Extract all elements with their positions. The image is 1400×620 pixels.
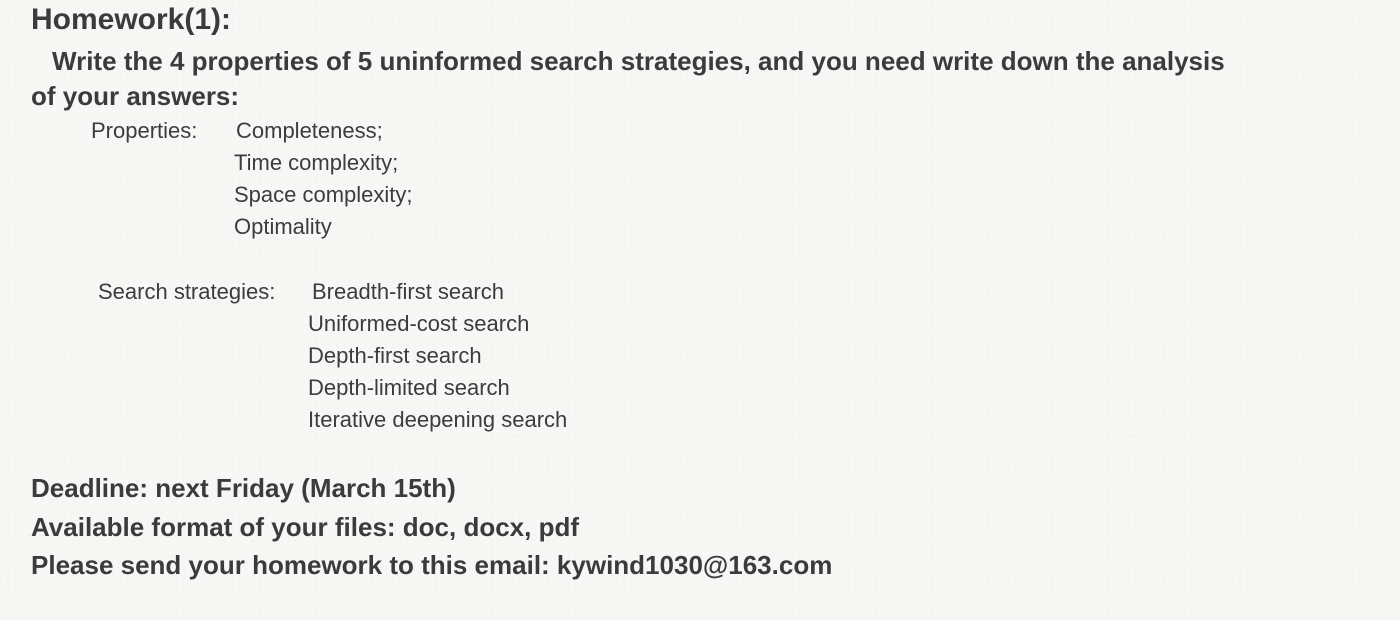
strategy-item-breadth-first: Breadth-first search xyxy=(312,279,504,304)
properties-label: Properties: xyxy=(91,118,198,143)
search-strategies-label: Search strategies: xyxy=(98,279,276,304)
strategy-item-depth-limited: Depth-limited search xyxy=(308,375,510,400)
prompt-line-2: of your answers: xyxy=(31,81,240,111)
prompt-line-1: Write the 4 properties of 5 uninformed s… xyxy=(52,46,1225,76)
property-item-completeness: Completeness; xyxy=(236,118,383,143)
file-format-text: Available format of your files: doc, doc… xyxy=(31,512,580,542)
property-item-optimality: Optimality xyxy=(234,214,332,239)
strategy-item-uniformed-cost: Uniformed-cost search xyxy=(308,311,530,336)
deadline-text: Deadline: next Friday (March 15th) xyxy=(31,473,456,503)
property-item-time-complexity: Time complexity; xyxy=(234,150,399,175)
strategy-item-iterative-deepening: Iterative deepening search xyxy=(308,407,568,432)
strategy-item-depth-first: Depth-first search xyxy=(308,343,482,368)
email-instruction-text: Please send your homework to this email:… xyxy=(31,550,833,580)
property-item-space-complexity: Space complexity; xyxy=(234,182,413,207)
page-title: Homework(1): xyxy=(31,3,232,36)
